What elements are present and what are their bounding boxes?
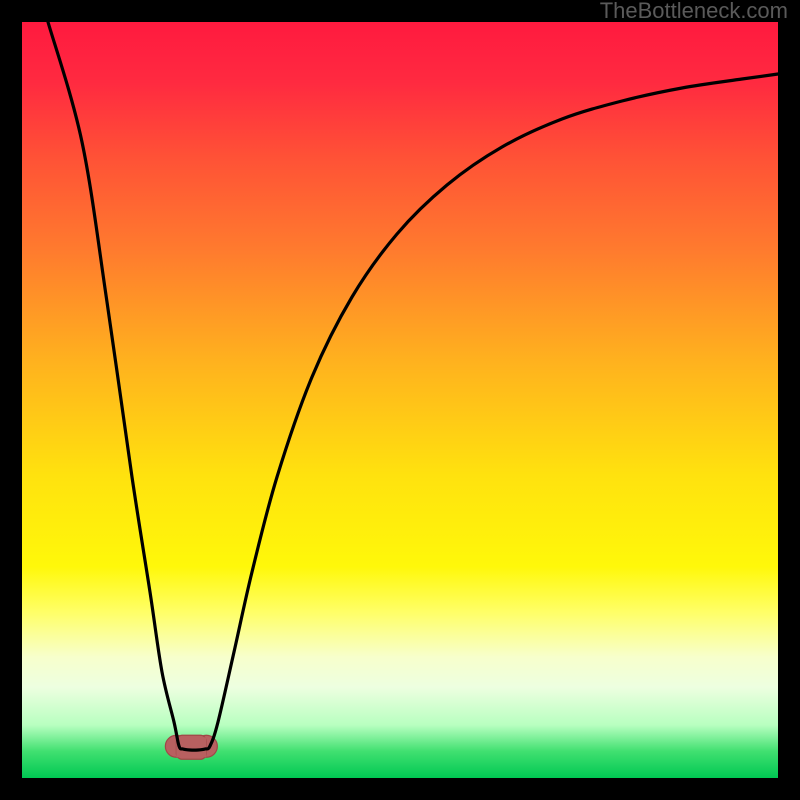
curve-layer [22, 22, 778, 778]
watermark-text: TheBottleneck.com [600, 0, 788, 24]
bottleneck-curve [48, 22, 778, 750]
plot-area [22, 22, 778, 778]
